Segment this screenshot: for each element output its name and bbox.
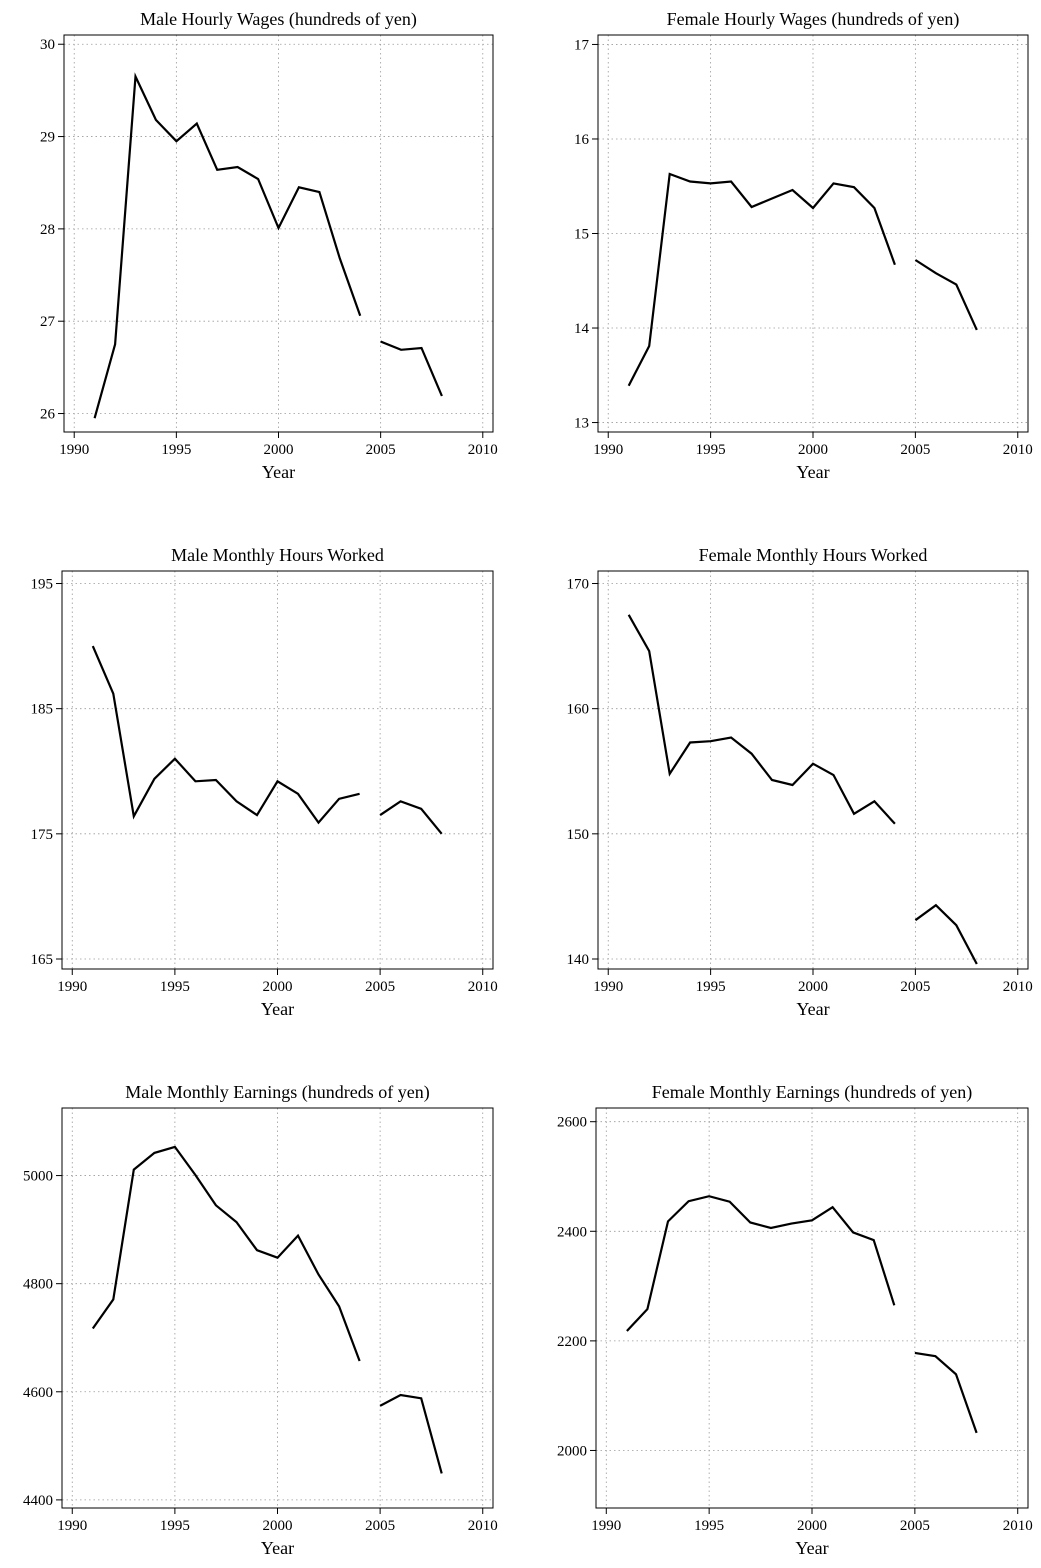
series-line-segment-1 (91, 645, 360, 825)
x-axis-label: Year (796, 462, 829, 482)
x-tick-label: 2005 (900, 979, 930, 995)
series-line-segment-1 (626, 1195, 896, 1332)
x-tick-label: 1995 (696, 442, 726, 458)
x-tick-label: 1990 (57, 979, 87, 995)
x-axis-label: Year (261, 1538, 294, 1558)
x-axis-label: Year (261, 999, 294, 1019)
x-tick-label: 2000 (797, 1518, 827, 1534)
x-axis-label: Year (796, 999, 829, 1019)
y-tick-label: 195 (31, 577, 54, 593)
y-tick-label: 4600 (23, 1385, 53, 1401)
y-tick-label: 2200 (557, 1334, 587, 1350)
x-tick-label: 2005 (365, 979, 395, 995)
x-tick-label: 2000 (798, 979, 828, 995)
chart-panel-3: 1990 1995 2000 2005 2010 165 175 185 195 Male Mon… (31, 545, 498, 1019)
y-tick-label: 2400 (557, 1224, 587, 1240)
x-tick-label: 1990 (593, 979, 623, 995)
x-tick-label: 1995 (694, 1518, 724, 1534)
chart-title: Female Hourly Wages (hundreds of yen) (667, 9, 960, 30)
series-line-segment-2 (379, 1393, 443, 1474)
chart-panel-6: 1990 1995 2000 2005 2010 2000 2200 2400 2600 Fema… (557, 1082, 1033, 1558)
x-tick-label: 2005 (366, 442, 396, 458)
series-line-segment-2 (914, 259, 978, 331)
x-tick-label: 2010 (468, 1518, 498, 1534)
x-tick-label: 2000 (798, 442, 828, 458)
y-tick-label: 2000 (557, 1443, 587, 1459)
series-line-segment-1 (627, 172, 896, 387)
chart-panel-5: 1990 1995 2000 2005 2010 4400 4600 4800 5000 Male… (23, 1082, 498, 1558)
y-tick-label: 28 (40, 222, 55, 238)
y-tick-label: 17 (574, 37, 590, 53)
chart-panel-2: 1990 1995 2000 2005 2010 13 14 15 16 17 Female Hou… (574, 9, 1033, 482)
y-tick-label: 5000 (23, 1169, 53, 1185)
x-axis-label: Year (262, 462, 295, 482)
x-tick-label: 1990 (59, 442, 89, 458)
y-tick-label: 4800 (23, 1277, 53, 1293)
y-tick-label: 160 (567, 702, 590, 718)
x-tick-label: 2010 (1003, 1518, 1033, 1534)
series-line-segment-2 (379, 800, 443, 835)
series-line-segment-1 (627, 614, 896, 825)
x-tick-label: 1995 (160, 979, 190, 995)
series-line-segment-2 (914, 1351, 978, 1434)
y-tick-label: 15 (574, 227, 589, 243)
chart-title: Male Monthly Hours Worked (171, 545, 384, 565)
x-tick-label: 2010 (1003, 979, 1033, 995)
chart-title: Male Monthly Earnings (hundreds of yen) (125, 1082, 429, 1103)
series-line-segment-2 (380, 340, 443, 397)
x-tick-label: 1990 (591, 1518, 621, 1534)
y-tick-label: 175 (31, 827, 54, 843)
chart-panel-1: 1990 1995 2000 2005 2010 26 27 28 29 30 Male Hourl… (40, 9, 498, 482)
y-tick-label: 140 (567, 952, 590, 968)
chart-title: Female Monthly Hours Worked (699, 545, 928, 565)
y-tick-label: 26 (40, 407, 56, 423)
y-tick-label: 165 (31, 952, 54, 968)
y-tick-label: 13 (574, 416, 589, 432)
y-tick-label: 30 (40, 37, 55, 53)
chart-title: Male Hourly Wages (hundreds of yen) (140, 9, 417, 30)
y-tick-label: 14 (574, 321, 590, 337)
chart-title: Female Monthly Earnings (hundreds of yen… (652, 1082, 972, 1103)
x-tick-label: 1995 (161, 442, 191, 458)
chart-panel-4: 1990 1995 2000 2005 2010 140 150 160 170 Female M… (567, 545, 1033, 1019)
x-axis-label: Year (795, 1538, 828, 1558)
x-tick-label: 2010 (468, 979, 498, 995)
y-tick-label: 16 (574, 132, 590, 148)
x-tick-label: 2005 (365, 1518, 395, 1534)
y-tick-label: 2600 (557, 1115, 587, 1131)
series-line-segment-2 (914, 903, 978, 965)
y-tick-label: 170 (567, 577, 590, 593)
x-tick-label: 1995 (696, 979, 726, 995)
x-tick-label: 2000 (264, 442, 294, 458)
series-line-segment-1 (93, 72, 362, 419)
x-tick-label: 2005 (900, 442, 930, 458)
series-line-segment-1 (91, 1145, 361, 1362)
x-tick-label: 1995 (160, 1518, 190, 1534)
x-tick-label: 2010 (1003, 442, 1033, 458)
y-tick-label: 4400 (23, 1493, 53, 1509)
x-tick-label: 2000 (263, 1518, 293, 1534)
y-tick-label: 150 (567, 827, 590, 843)
y-tick-label: 29 (40, 130, 55, 146)
y-tick-label: 27 (40, 314, 56, 330)
x-tick-label: 1990 (57, 1518, 87, 1534)
x-tick-label: 2010 (468, 442, 498, 458)
y-tick-label: 185 (31, 702, 54, 718)
x-tick-label: 1990 (593, 442, 623, 458)
x-tick-label: 2000 (263, 979, 293, 995)
x-tick-label: 2005 (900, 1518, 930, 1534)
